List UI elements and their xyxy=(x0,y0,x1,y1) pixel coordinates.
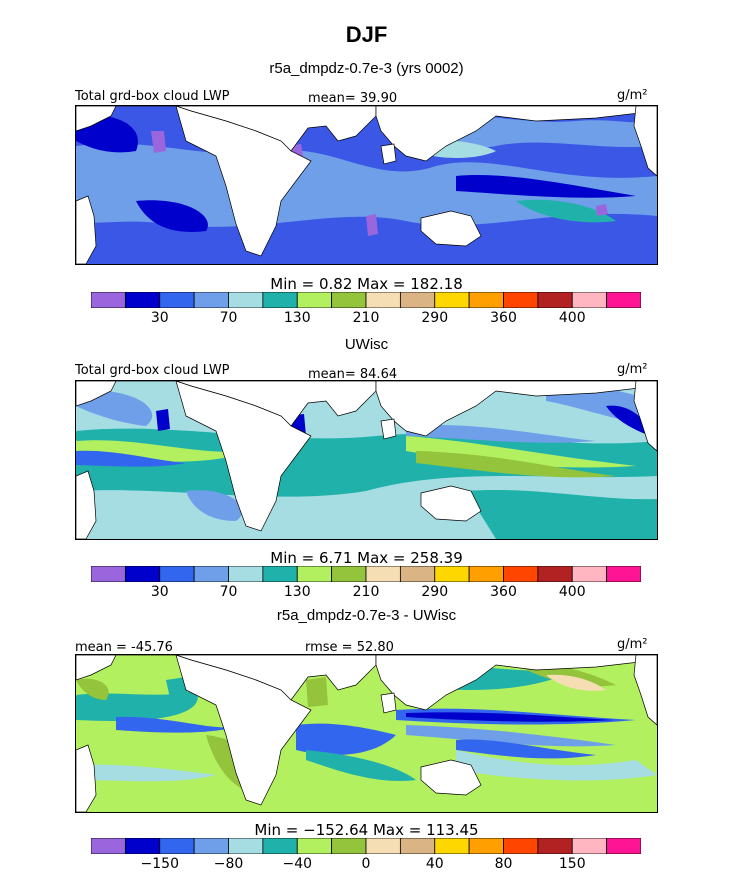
colorbar-swatch xyxy=(193,838,229,854)
colorbar-swatch xyxy=(571,292,608,308)
colorbar-swatch xyxy=(365,292,401,308)
colorbar-swatch xyxy=(159,292,195,308)
colorbar-swatch xyxy=(571,566,608,582)
colorbar-tick-label: 130 xyxy=(283,584,311,600)
colorbar-tick-label: 70 xyxy=(219,310,238,326)
colorbar-swatch xyxy=(365,838,401,854)
colorbar-swatch xyxy=(228,838,264,854)
panel-3-map xyxy=(75,654,658,813)
colorbar-swatch xyxy=(193,566,229,582)
colorbar-swatch xyxy=(468,292,504,308)
colorbar-swatch xyxy=(571,838,608,854)
colorbar-swatch xyxy=(228,292,264,308)
colorbar-swatch xyxy=(468,566,504,582)
colorbar-swatch xyxy=(399,566,436,582)
colorbar-tick-label: 290 xyxy=(421,584,449,600)
panel-3-mean-label: mean = -45.76 xyxy=(75,640,173,655)
colorbar-tick-label: 210 xyxy=(352,584,380,600)
panel-3-rmse-label: rmse = 52.80 xyxy=(305,640,394,655)
colorbar-swatch xyxy=(399,292,436,308)
panel-2-title: UWisc xyxy=(344,336,389,353)
colorbar-tick-label: 40 xyxy=(425,856,444,872)
colorbar-swatch xyxy=(365,566,401,582)
colorbar-swatch xyxy=(399,838,436,854)
colorbar-swatch xyxy=(606,566,641,582)
colorbar-tick-label: 150 xyxy=(558,856,586,872)
colorbar-swatch xyxy=(193,292,229,308)
colorbar-swatch xyxy=(434,292,470,308)
colorbar-tick-label: 30 xyxy=(150,584,169,600)
panel-1-left-label: Total grd-box cloud LWP xyxy=(75,89,230,104)
panel-3-colorbar-ticks: −150 −80 −40 0 40 80 150 xyxy=(0,856,733,874)
colorbar-tick-label: 0 xyxy=(361,856,371,872)
colorbar-tick-label: 30 xyxy=(150,310,169,326)
colorbar-swatch xyxy=(262,566,298,582)
panel-3-minmax: Min = −152.64 Max = 113.45 xyxy=(254,821,479,839)
colorbar-swatch xyxy=(331,566,367,582)
colorbar-swatch xyxy=(503,292,539,308)
panel-1-minmax: Min = 0.82 Max = 182.18 xyxy=(270,275,463,293)
colorbar-swatch xyxy=(503,566,539,582)
colorbar-tick-label: 80 xyxy=(494,856,513,872)
colorbar-tick-label: 290 xyxy=(421,310,449,326)
panel-2-minmax: Min = 6.71 Max = 258.39 xyxy=(270,549,463,567)
panel-3-unit-label: g/m² xyxy=(617,637,648,652)
colorbar-swatch xyxy=(262,838,298,854)
colorbar-tick-label: 130 xyxy=(283,310,311,326)
colorbar-tick-label: −40 xyxy=(282,856,313,872)
colorbar-tick-label: −80 xyxy=(213,856,244,872)
colorbar-swatch xyxy=(606,292,641,308)
colorbar-swatch xyxy=(503,838,539,854)
colorbar-swatch xyxy=(537,292,573,308)
panel-2-map xyxy=(75,380,658,540)
colorbar-swatch xyxy=(91,838,126,854)
figure-title: DJF xyxy=(345,22,388,47)
colorbar-swatch xyxy=(124,292,161,308)
panel-1-colorbar xyxy=(91,292,641,308)
panel-3-colorbar xyxy=(91,838,641,854)
panel-2-left-label: Total grd-box cloud LWP xyxy=(75,363,230,378)
colorbar-swatch xyxy=(434,566,470,582)
colorbar-swatch xyxy=(159,566,195,582)
colorbar-tick-label: 360 xyxy=(490,310,517,326)
panel-1-unit-label: g/m² xyxy=(617,88,648,103)
colorbar-swatch xyxy=(296,566,333,582)
panel-1-title: r5a_dmpdz-0.7e-3 (yrs 0002) xyxy=(269,60,464,77)
panel-2-mean-label: mean= 84.64 xyxy=(308,367,398,382)
panel-1-mean-label: mean= 39.90 xyxy=(308,91,398,106)
colorbar-swatch xyxy=(468,838,504,854)
colorbar-swatch xyxy=(228,566,264,582)
colorbar-swatch xyxy=(537,838,573,854)
colorbar-tick-label: 360 xyxy=(490,584,517,600)
panel-1-colorbar-ticks: 30 70 130 210 290 360 400 xyxy=(0,310,733,328)
colorbar-swatch xyxy=(91,292,126,308)
panel-2-unit-label: g/m² xyxy=(617,362,648,377)
colorbar-tick-label: −150 xyxy=(140,856,179,872)
colorbar-swatch xyxy=(434,838,470,854)
colorbar-tick-label: 70 xyxy=(219,584,238,600)
colorbar-swatch xyxy=(262,292,298,308)
colorbar-swatch xyxy=(159,838,195,854)
colorbar-swatch xyxy=(91,566,126,582)
colorbar-swatch xyxy=(606,838,641,854)
colorbar-swatch xyxy=(124,838,161,854)
colorbar-swatch xyxy=(124,566,161,582)
colorbar-swatch xyxy=(296,838,333,854)
colorbar-tick-label: 210 xyxy=(352,310,380,326)
colorbar-swatch xyxy=(331,292,367,308)
colorbar-swatch xyxy=(296,292,333,308)
colorbar-tick-label: 400 xyxy=(558,584,586,600)
colorbar-swatch xyxy=(331,838,367,854)
colorbar-tick-label: 400 xyxy=(558,310,586,326)
panel-3-title: r5a_dmpdz-0.7e-3 - UWisc xyxy=(276,607,457,624)
panel-2-colorbar-ticks: 30 70 130 210 290 360 400 xyxy=(0,584,733,602)
panel-1-map xyxy=(75,105,658,265)
panel-2-colorbar xyxy=(91,566,641,582)
colorbar-swatch xyxy=(537,566,573,582)
